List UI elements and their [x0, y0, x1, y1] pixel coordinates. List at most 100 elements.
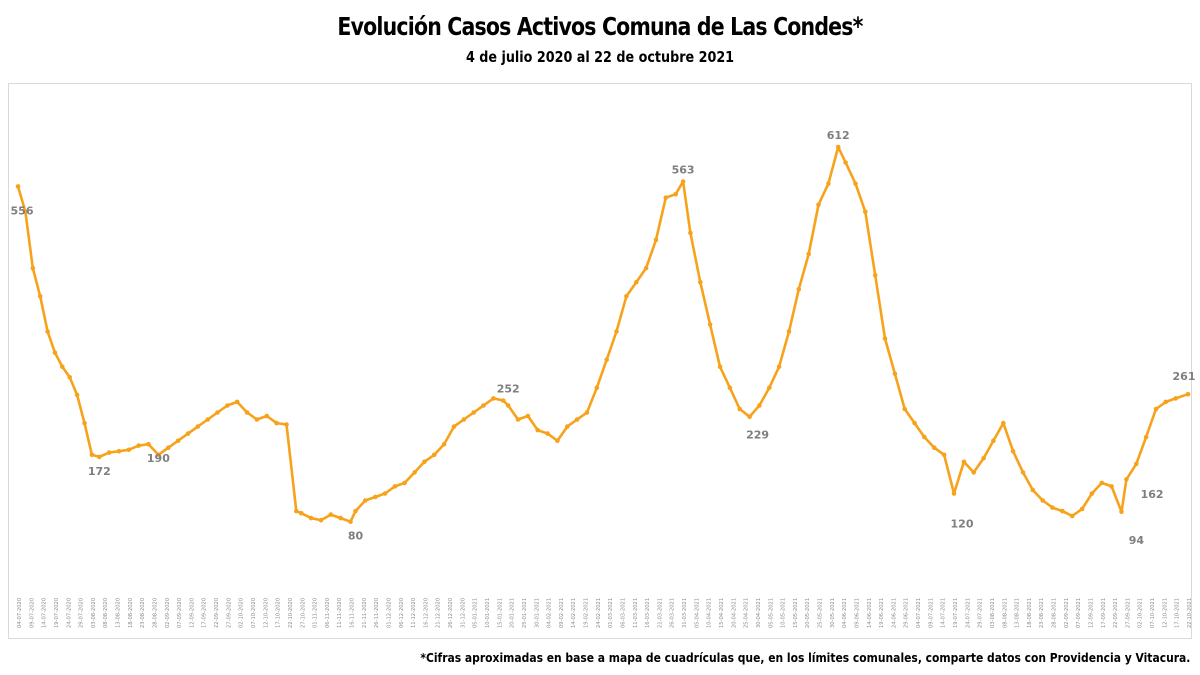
x-tick-label: 08-08-2020 — [103, 598, 109, 628]
x-tick-label: 04-07-2021 — [916, 598, 922, 628]
data-label: 229 — [746, 429, 769, 442]
data-point — [1173, 396, 1178, 401]
data-point — [574, 417, 580, 422]
x-tick-label: 10-05-2021 — [781, 598, 787, 628]
data-point — [1069, 513, 1075, 519]
data-point — [737, 406, 742, 412]
data-point — [767, 385, 772, 391]
data-point — [264, 413, 270, 419]
data-point — [951, 491, 957, 496]
data-point — [1099, 480, 1105, 486]
x-tick-label: 30-01-2021 — [534, 598, 540, 628]
data-point — [1089, 491, 1095, 496]
data-point — [106, 450, 112, 455]
x-tick-label: 25-01-2021 — [522, 598, 528, 628]
x-tick-label: 02-09-2021 — [1064, 598, 1070, 628]
x-tick-label: 16-12-2020 — [423, 598, 429, 628]
x-tick-label: 22-09-2021 — [1113, 598, 1119, 628]
data-point — [1020, 470, 1026, 475]
x-tick-label: 11-12-2020 — [411, 598, 417, 628]
x-tick-label: 18-08-2020 — [128, 598, 134, 628]
data-point — [432, 452, 437, 458]
data-point — [584, 410, 590, 415]
chart-title: Evolución Casos Activos Comuna de Las Co… — [337, 12, 863, 41]
x-tick-label: 19-07-2021 — [953, 598, 959, 628]
data-point — [843, 160, 848, 165]
data-point — [205, 417, 210, 422]
data-point — [991, 438, 996, 444]
x-tick-label: 06-03-2021 — [620, 598, 626, 628]
x-tick-label: 09-02-2021 — [559, 598, 565, 628]
x-tick-label: 17-10-2020 — [276, 598, 282, 628]
data-point — [274, 420, 279, 426]
data-point — [52, 350, 58, 355]
data-point — [1119, 509, 1124, 515]
data-point — [1030, 487, 1036, 493]
data-point — [902, 406, 907, 412]
x-tick-label: 07-10-2021 — [1150, 598, 1156, 628]
x-tick-label: 01-11-2020 — [313, 598, 319, 628]
data-label: 190 — [147, 452, 170, 465]
data-point — [912, 420, 917, 426]
data-point — [727, 385, 733, 391]
data-point — [816, 202, 821, 207]
x-tick-label: 21-12-2020 — [436, 598, 442, 628]
x-tick-label: 09-06-2021 — [854, 598, 860, 628]
x-tick-label: 07-10-2020 — [251, 598, 257, 628]
x-tick-label: 12-10-2021 — [1162, 598, 1168, 628]
x-tick-label: 07-09-2020 — [177, 598, 183, 628]
x-tick-label: 24-02-2021 — [596, 598, 602, 628]
data-point — [244, 410, 250, 415]
data-label: 94 — [1129, 534, 1145, 547]
x-tick-label: 11-11-2020 — [337, 598, 343, 628]
data-point — [328, 512, 334, 517]
data-point — [1060, 508, 1065, 514]
data-point — [525, 413, 531, 419]
x-tick-label: 26-03-2021 — [670, 598, 676, 628]
data-point — [89, 452, 95, 458]
data-point — [806, 251, 811, 257]
data-point — [1143, 434, 1149, 440]
data-point — [826, 181, 831, 186]
x-tick-label: 21-03-2021 — [657, 598, 663, 628]
x-tick-label: 25-04-2021 — [744, 598, 750, 628]
data-point — [505, 403, 511, 408]
data-label: 162 — [1141, 488, 1164, 501]
data-point — [673, 191, 678, 197]
x-tick-label: 14-07-2021 — [941, 598, 947, 628]
data-point — [757, 403, 762, 408]
data-point — [515, 417, 521, 422]
x-tick-label: 05-04-2021 — [694, 598, 700, 628]
data-point — [372, 494, 378, 500]
x-tick-label: 24-06-2021 — [891, 598, 897, 628]
x-tick-label: 29-07-2021 — [978, 598, 984, 628]
x-tick-label: 16-11-2020 — [350, 598, 356, 628]
x-tick-label: 16-03-2021 — [645, 598, 651, 628]
data-point — [363, 498, 368, 503]
x-tick-label: 26-12-2020 — [448, 598, 454, 628]
x-tick-label: 10-04-2021 — [707, 598, 713, 628]
data-point — [146, 441, 151, 447]
x-tick-label: 13-08-2021 — [1015, 598, 1021, 628]
data-point — [594, 385, 600, 391]
x-tick-label: 27-10-2020 — [300, 598, 306, 628]
x-tick-label: 17-09-2020 — [202, 598, 208, 628]
data-point — [500, 398, 506, 403]
x-tick-label: 04-02-2021 — [547, 598, 553, 628]
data-point — [294, 508, 299, 514]
data-point — [796, 286, 802, 292]
data-point — [688, 230, 693, 236]
data-point — [318, 517, 324, 523]
series-line — [16, 145, 1190, 524]
data-point — [97, 454, 102, 460]
data-point — [481, 403, 486, 408]
x-tick-label: 23-08-2020 — [140, 598, 146, 628]
x-tick-label: 21-11-2020 — [362, 598, 368, 628]
x-tick-label: 15-05-2021 — [793, 598, 799, 628]
data-label: 172 — [88, 465, 111, 478]
x-tick-label: 15-01-2021 — [497, 598, 503, 628]
x-tick-label: 12-10-2020 — [263, 598, 269, 628]
data-point — [412, 470, 417, 475]
data-point — [116, 448, 122, 454]
